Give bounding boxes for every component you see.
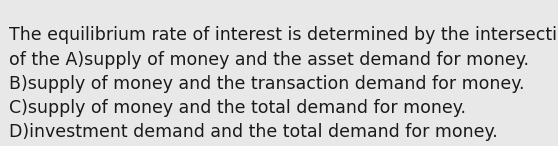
- Text: C)supply of money and the total demand for money.: C)supply of money and the total demand f…: [9, 99, 466, 117]
- Text: D)investment demand and the total demand for money.: D)investment demand and the total demand…: [9, 124, 498, 141]
- Text: The equilibrium rate of interest is determined by the intersection: The equilibrium rate of interest is dete…: [9, 26, 558, 44]
- Text: of the A)supply of money and the asset demand for money.: of the A)supply of money and the asset d…: [9, 51, 529, 69]
- Text: B)supply of money and the transaction demand for money.: B)supply of money and the transaction de…: [9, 75, 525, 93]
